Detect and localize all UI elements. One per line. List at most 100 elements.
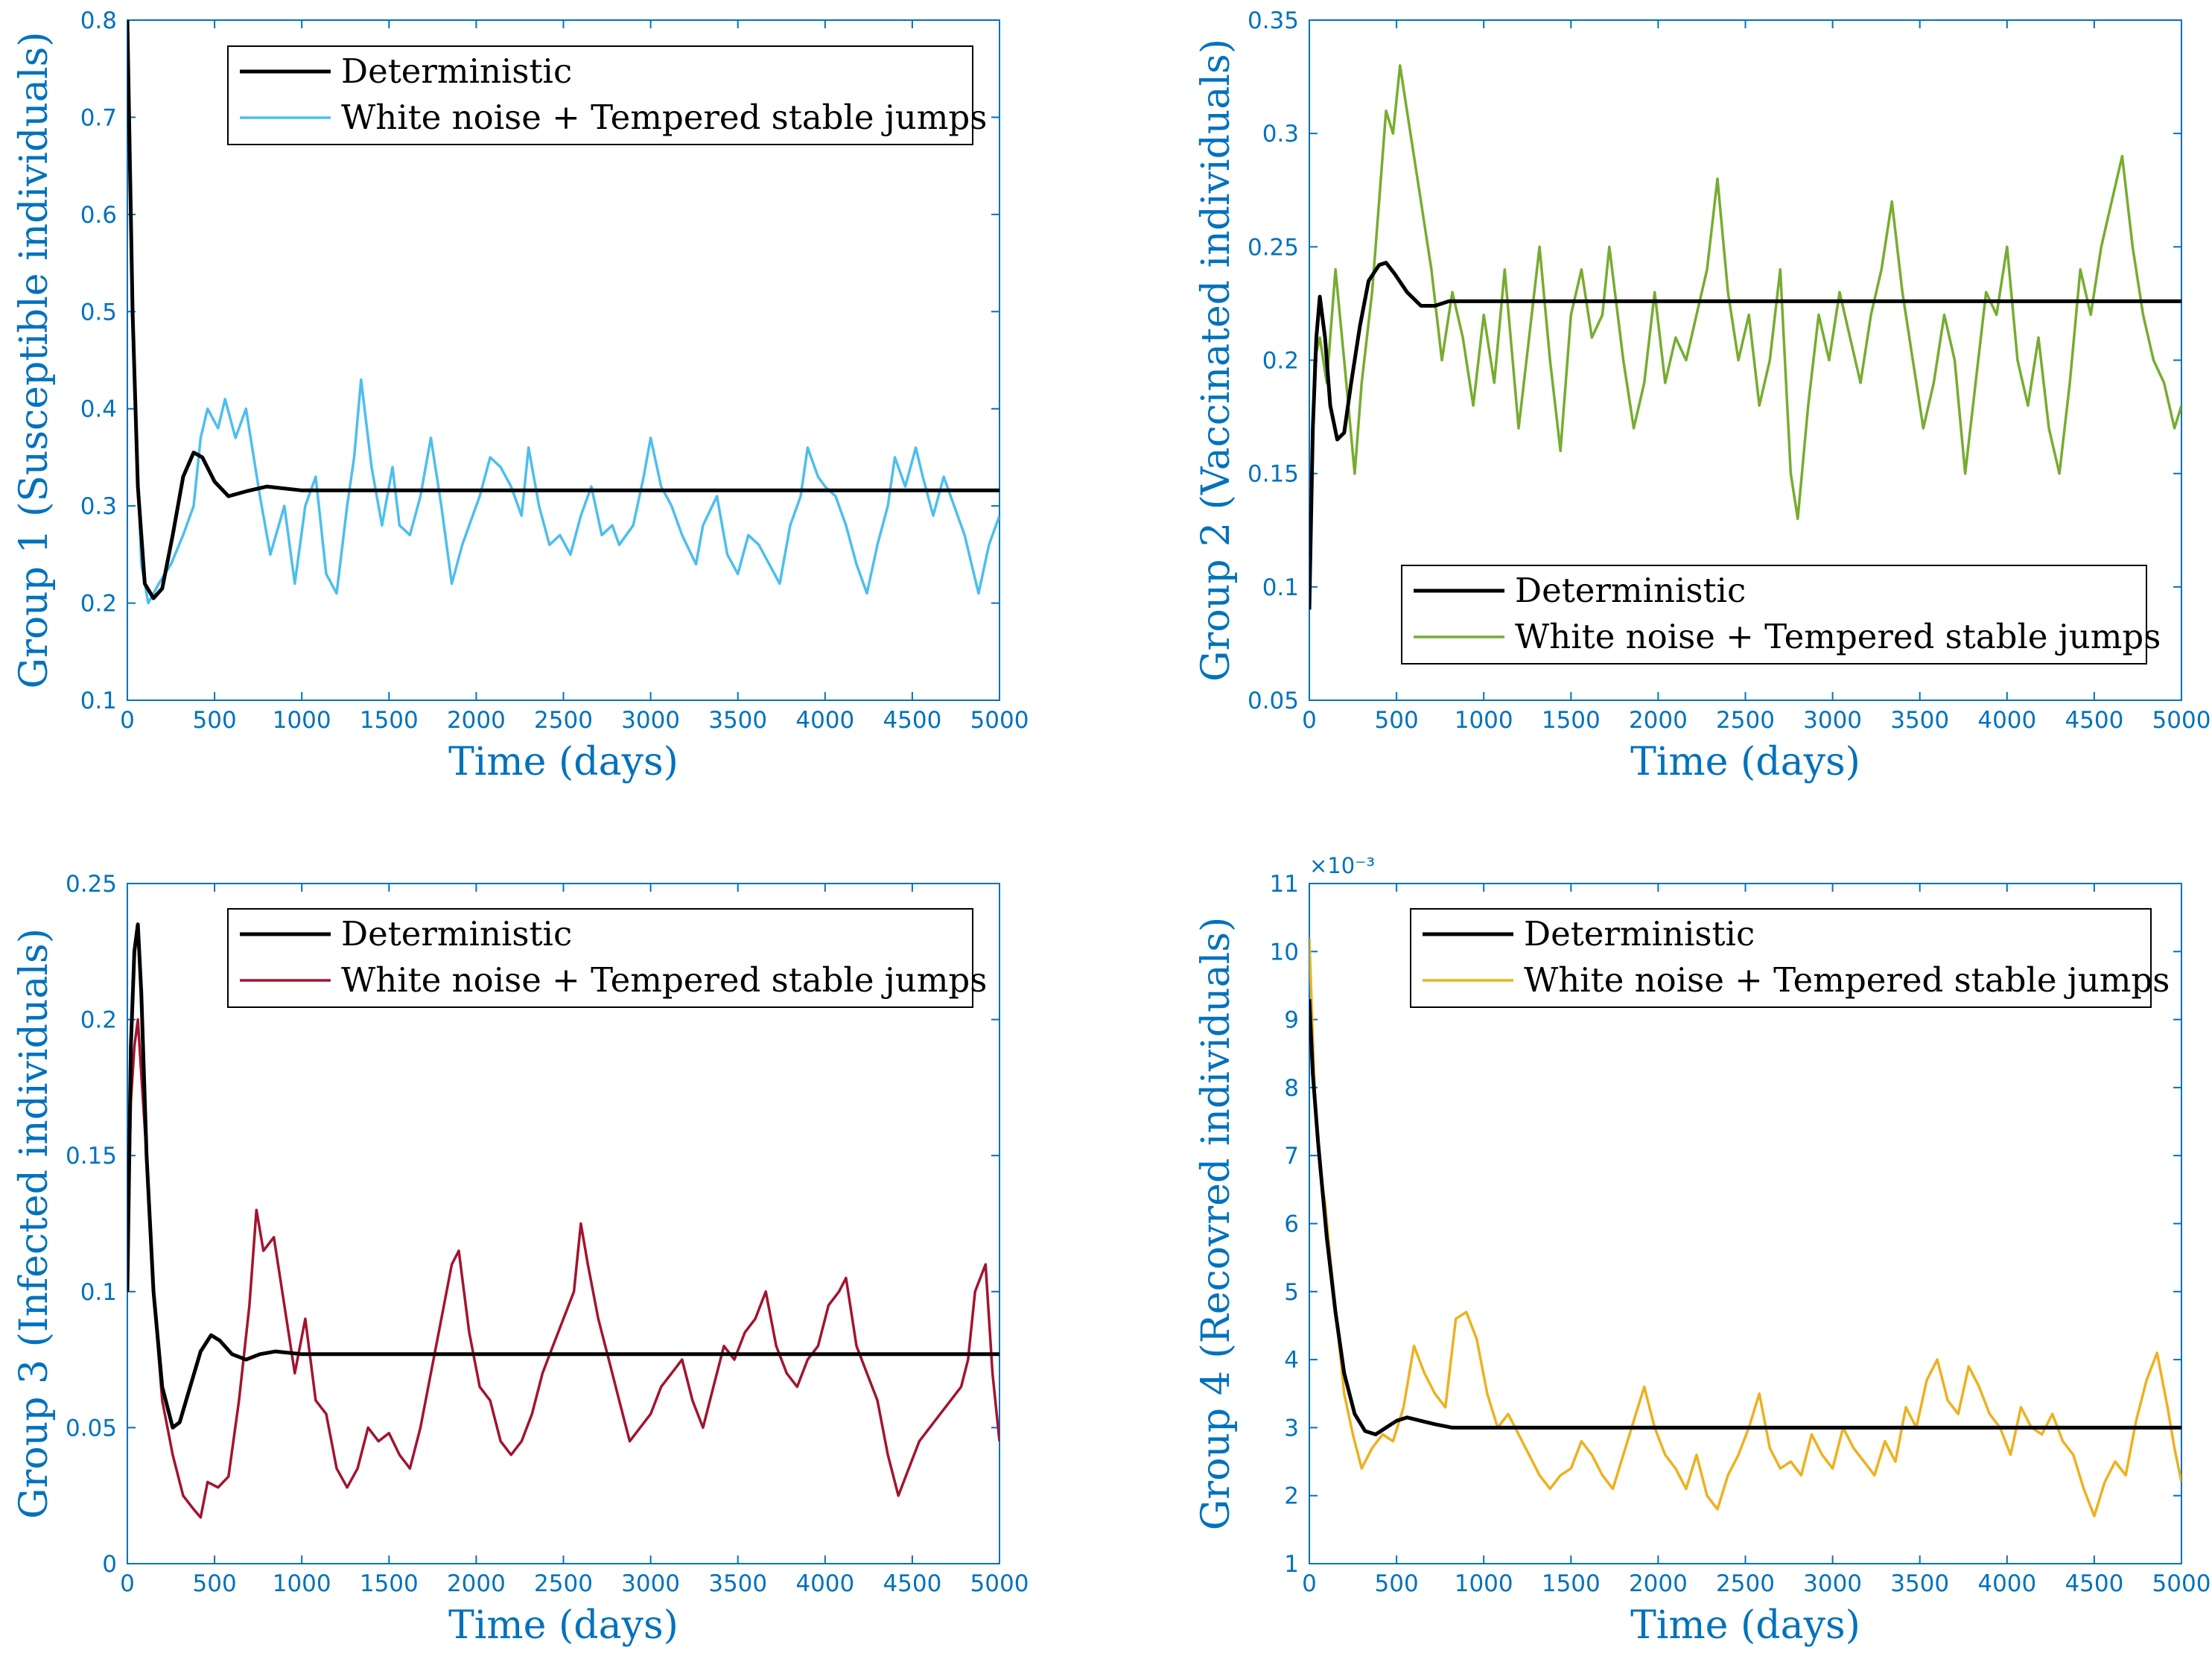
x-tick-label: 4000 <box>1977 707 2036 734</box>
x-tick-label: 4500 <box>2065 1570 2123 1597</box>
legend: Deterministic White noise + Tempered stab… <box>227 908 987 1008</box>
x-tick-label: 2500 <box>534 1570 593 1597</box>
y-tick-label: 0.2 <box>80 1007 117 1034</box>
y-tick-label: 0.7 <box>80 104 117 131</box>
x-tick-label: 2000 <box>447 707 506 734</box>
y-tick-label: 0.8 <box>80 7 117 34</box>
y-axis-label: Group 1 (Susceptible individuals) <box>12 31 57 688</box>
legend-label: White noise + Tempered stable jumps <box>1524 960 2170 1000</box>
y-tick-label: 8 <box>1284 1075 1299 1102</box>
x-tick-label: 4500 <box>883 1570 941 1597</box>
x-tick-label: 2500 <box>1716 1570 1775 1597</box>
y-tick-label: 0.25 <box>1248 234 1299 261</box>
y-tick-label: 0.15 <box>1248 461 1299 488</box>
legend-label: Deterministic <box>341 914 572 954</box>
x-tick-label: 1500 <box>360 1570 419 1597</box>
x-tick-label: 1000 <box>273 1570 331 1597</box>
y-tick-label: 0.35 <box>1248 7 1299 34</box>
y-tick-label: 0.3 <box>1262 121 1299 148</box>
plot-series-group <box>127 922 999 1519</box>
y-tick-label: 0.6 <box>80 202 117 229</box>
stochastic-line <box>127 29 999 605</box>
legend-label: White noise + Tempered stable jumps <box>341 960 987 1000</box>
legend: Deterministic White noise + Tempered stab… <box>227 45 987 145</box>
x-tick-label: 3500 <box>1890 1570 1949 1597</box>
x-tick-label: 4000 <box>1977 1570 2036 1597</box>
y-tick-label: 0 <box>102 1551 117 1578</box>
x-tick-label: 2500 <box>534 707 593 734</box>
y-axis-label: Group 4 (Recovred individuals) <box>1194 917 1239 1531</box>
x-tick-label: 2500 <box>1716 707 1775 734</box>
x-axis-label: Time (days) <box>1630 740 1860 784</box>
x-tick-label: 1000 <box>1455 1570 1513 1597</box>
x-tick-label: 0 <box>1302 1570 1317 1597</box>
y-tick-label: 0.2 <box>1262 348 1299 375</box>
chart-panel-1: 0 500 1000 1500 2000 2500 3000 3500 4000 4500 5000… <box>12 7 1029 784</box>
x-tick-label: 2000 <box>447 1570 506 1597</box>
legend-box <box>1410 908 2152 1008</box>
y-tick-label: 10 <box>1270 939 1299 965</box>
x-tick-label: 1000 <box>1455 707 1513 734</box>
x-tick-label: 5000 <box>970 707 1029 734</box>
x-axis-label: Time (days) <box>448 1603 678 1648</box>
x-tick-label: 500 <box>1375 707 1419 734</box>
x-tick-label: 0 <box>120 707 135 734</box>
x-tick-label: 4500 <box>2065 707 2123 734</box>
y-tick-label: 0.1 <box>80 688 117 714</box>
y-tick-label: 0.25 <box>66 871 117 898</box>
y-tick-label: 2 <box>1284 1483 1299 1510</box>
y-tick-label: 7 <box>1284 1143 1299 1170</box>
stochastic-line <box>1309 937 2181 1517</box>
y-tick-label: 5 <box>1284 1279 1299 1306</box>
x-tick-label: 5000 <box>970 1570 1029 1597</box>
x-tick-label: 500 <box>193 707 237 734</box>
x-tick-label: 1500 <box>360 707 419 734</box>
legend-label: Deterministic <box>1524 914 1755 954</box>
deterministic-line <box>127 20 999 600</box>
x-tick-label: 3500 <box>708 707 767 734</box>
x-tick-label: 3000 <box>1803 1570 1862 1597</box>
legend-box <box>1401 565 2147 665</box>
legend-label: Deterministic <box>341 51 572 91</box>
plot-series-group <box>1309 64 2181 610</box>
chart-panel-2: 0 500 1000 1500 2000 2500 3000 3500 4000 4500 5000… <box>1194 7 2211 784</box>
x-axis-label: Time (days) <box>1630 1603 1860 1648</box>
legend-label: White noise + Tempered stable jumps <box>341 98 987 137</box>
y-tick-label: 1 <box>1284 1551 1299 1578</box>
legend-box <box>227 45 973 145</box>
x-tick-label: 5000 <box>2152 1570 2211 1597</box>
y-exponent-label: ×10⁻³ <box>1309 853 1375 878</box>
x-tick-label: 4000 <box>795 707 854 734</box>
deterministic-line <box>1309 261 2181 610</box>
x-tick-label: 500 <box>1375 1570 1419 1597</box>
x-tick-label: 1000 <box>273 707 331 734</box>
x-tick-label: 3000 <box>621 1570 680 1597</box>
x-tick-label: 2000 <box>1629 707 1688 734</box>
y-tick-label: 3 <box>1284 1415 1299 1441</box>
deterministic-line <box>127 922 999 1430</box>
x-tick-label: 4500 <box>883 707 941 734</box>
y-tick-label: 0.05 <box>66 1415 117 1441</box>
x-tick-label: 3500 <box>1890 707 1949 734</box>
y-tick-label: 0.1 <box>1262 574 1299 601</box>
x-tick-label: 1500 <box>1542 1570 1601 1597</box>
y-tick-label: 0.2 <box>80 591 117 618</box>
x-tick-label: 4000 <box>795 1570 854 1597</box>
x-tick-label: 3000 <box>621 707 680 734</box>
y-tick-label: 0.5 <box>80 299 117 326</box>
y-axis-label: Group 3 (Infected individuals) <box>12 928 57 1519</box>
legend-label: White noise + Tempered stable jumps <box>1515 617 2161 656</box>
x-tick-label: 1500 <box>1542 707 1601 734</box>
plot-series-group <box>1309 937 2181 1517</box>
chart-panel-3: 0 500 1000 1500 2000 2500 3000 3500 4000 4500 5000… <box>12 871 1029 1648</box>
x-tick-label: 3500 <box>708 1570 767 1597</box>
x-tick-label: 0 <box>1302 707 1317 734</box>
stochastic-line <box>127 1018 999 1519</box>
stochastic-line <box>1309 64 2181 587</box>
y-axis-label: Group 2 (Vaccinated individuals) <box>1194 39 1239 682</box>
y-tick-label: 0.1 <box>80 1279 117 1306</box>
x-tick-label: 3000 <box>1803 707 1862 734</box>
chart-panel-4: 0 500 1000 1500 2000 2500 3000 3500 4000 4500 5000… <box>1194 853 2211 1648</box>
legend: Deterministic White noise + Tempered stab… <box>1401 565 2161 665</box>
